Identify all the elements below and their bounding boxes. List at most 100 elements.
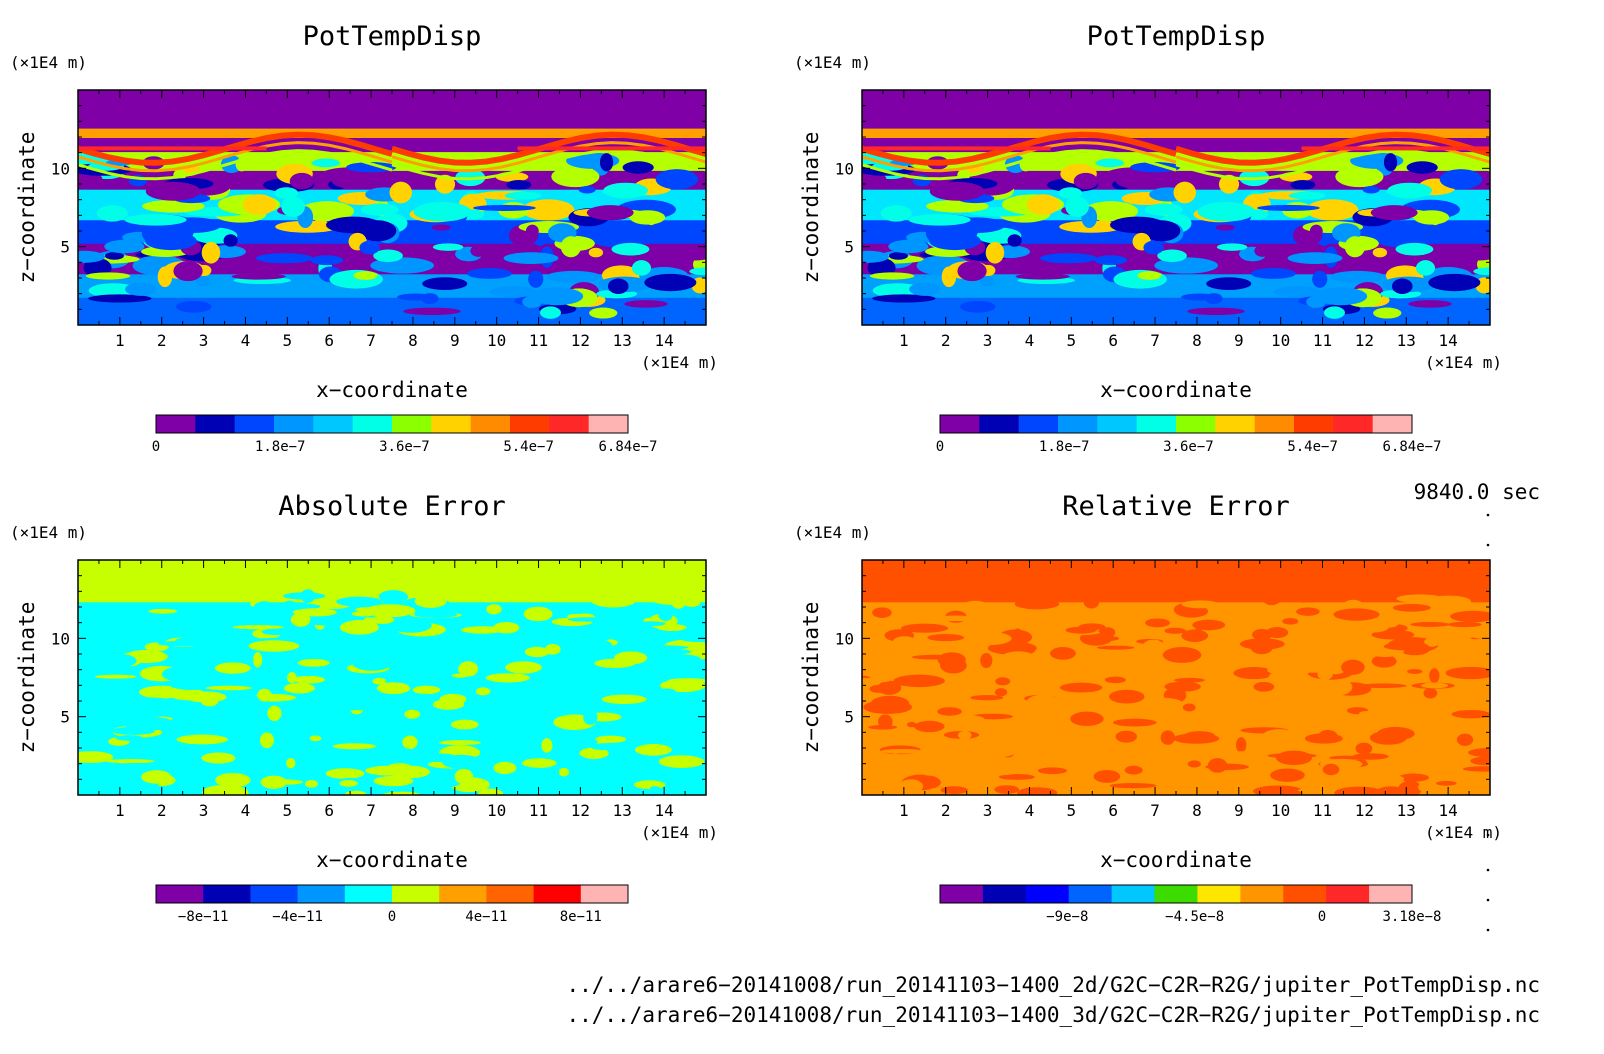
x-tick-label: 8 (1192, 331, 1202, 350)
colorbar-swatch (940, 885, 984, 903)
x-tick-label: 14 (1439, 331, 1458, 350)
panel-2: PotTempDisp(×1E4 m)1 2 3 4 5 6 7 8 9 10 11 12 13 1451… (794, 21, 1502, 455)
x-tick-label: 9 (450, 331, 460, 350)
colorbar-frame (939, 414, 1413, 434)
colorbar-tick-label: 6.84e−7 (1382, 439, 1441, 455)
file-path-1: ../../arare6−20141008/run_20141103−1400_… (566, 973, 1540, 997)
time-label: 9840.0 sec (1413, 480, 1540, 504)
colorbar-swatch (1111, 885, 1156, 903)
panel-3: Absolute Error(×1E4 m)1 2 3 4 5 6 7 8 9 10 11 12 13 1… (10, 491, 718, 925)
colorbar-tick-label: −8e−11 (178, 909, 229, 925)
colorbar-swatch (156, 885, 204, 903)
y-tick-label: 10 (51, 159, 70, 178)
field-layer (862, 90, 1490, 325)
x-tick-label: 1 (899, 331, 909, 350)
margin-dot (1486, 928, 1490, 932)
x-tick-label: 12 (1355, 331, 1374, 350)
x-tick-label: 8 (408, 801, 418, 820)
colorbar-swatch (979, 415, 1020, 433)
y-tick-label: 5 (60, 238, 70, 257)
x-tick-label: 9 (450, 801, 460, 820)
colorbar-swatch (588, 415, 629, 433)
colorbar-tick-label: 1.8e−7 (1039, 439, 1090, 455)
x-tick-label: 4 (241, 331, 251, 350)
colorbar-swatch (1215, 415, 1256, 433)
x-tick-label: 14 (655, 801, 674, 820)
field-layer (862, 560, 1490, 795)
colorbar-swatch (1068, 885, 1113, 903)
x-tick-label: 1 (899, 801, 909, 820)
x-tick-label: 12 (571, 801, 590, 820)
panel-title: Relative Error (1062, 491, 1290, 522)
x-tick-label: 10 (1271, 331, 1290, 350)
x-tick-label: 13 (1397, 331, 1416, 350)
x-tick-label: 6 (1108, 331, 1118, 350)
y-unit-label: (×1E4 m) (794, 53, 871, 72)
colorbar-frame (155, 414, 629, 434)
colorbar-swatch (470, 415, 511, 433)
x-tick-label: 4 (1025, 801, 1035, 820)
y-unit-label: (×1E4 m) (794, 523, 871, 542)
margin-dot (1486, 868, 1490, 872)
y-tick-label: 10 (51, 629, 70, 648)
colorbar-swatch (1197, 885, 1241, 903)
y-axis-label: z−coordinate (799, 132, 823, 284)
colorbar-swatch (510, 415, 550, 433)
colorbar-swatch (1154, 885, 1198, 903)
colorbar-swatch (297, 885, 346, 903)
colorbar-frame (155, 884, 629, 904)
colorbar-swatch (274, 415, 314, 433)
x-tick-label: 14 (655, 331, 674, 350)
margin-dot (1486, 833, 1490, 837)
x-tick-label: 11 (529, 331, 548, 350)
x-tick-label: 12 (1355, 801, 1374, 820)
colorbar-tick-label: 0 (1318, 909, 1326, 925)
colorbar-swatch (1058, 415, 1098, 433)
x-axis-label: x−coordinate (1100, 848, 1252, 872)
x-tick-label: 6 (324, 801, 334, 820)
panel-title: PotTempDisp (303, 21, 482, 52)
y-tick-label: 10 (835, 159, 854, 178)
x-tick-label: 4 (1025, 331, 1035, 350)
colorbar-swatch (940, 415, 980, 433)
x-unit-label: (×1E4 m) (1425, 823, 1502, 842)
colorbar-swatch (439, 885, 487, 903)
colorbar-swatch (1136, 415, 1177, 433)
colorbar-swatch (486, 885, 535, 903)
colorbar-tick-label: 5.4e−7 (1287, 439, 1338, 455)
x-tick-label: 13 (613, 801, 632, 820)
x-tick-label: 3 (983, 801, 993, 820)
colorbar-tick-label: 5.4e−7 (503, 439, 554, 455)
colorbar-swatch (1369, 885, 1413, 903)
x-tick-label: 11 (529, 801, 548, 820)
x-tick-label: 7 (366, 331, 376, 350)
x-unit-label: (×1E4 m) (1425, 353, 1502, 372)
x-tick-label: 7 (1150, 331, 1160, 350)
x-tick-label: 6 (1108, 801, 1118, 820)
x-axis-label: x−coordinate (1100, 378, 1252, 402)
margin-dot (1486, 543, 1490, 547)
y-unit-label: (×1E4 m) (10, 523, 87, 542)
colorbar-swatch (1176, 415, 1216, 433)
y-unit-label: (×1E4 m) (10, 53, 87, 72)
panel-title: PotTempDisp (1087, 21, 1266, 52)
x-tick-label: 6 (324, 331, 334, 350)
x-tick-label: 3 (199, 801, 209, 820)
colorbar-swatch (250, 885, 299, 903)
y-axis-label: z−coordinate (15, 132, 39, 284)
colorbar-tick-label: 0 (388, 909, 396, 925)
x-tick-label: 3 (199, 331, 209, 350)
x-tick-label: 2 (941, 331, 951, 350)
x-tick-label: 5 (1067, 801, 1077, 820)
colorbar-swatch (1018, 415, 1059, 433)
colorbar-tick-label: 6.84e−7 (598, 439, 657, 455)
colorbar-tick-label: 3.6e−7 (1163, 439, 1214, 455)
x-tick-label: 7 (1150, 801, 1160, 820)
x-tick-label: 1 (115, 801, 125, 820)
x-tick-label: 12 (571, 331, 590, 350)
colorbar-swatch (982, 885, 1027, 903)
colorbar-tick-label: 3.6e−7 (379, 439, 430, 455)
colorbar-swatch (580, 885, 629, 903)
y-tick-label: 10 (835, 629, 854, 648)
x-tick-label: 10 (1271, 801, 1290, 820)
